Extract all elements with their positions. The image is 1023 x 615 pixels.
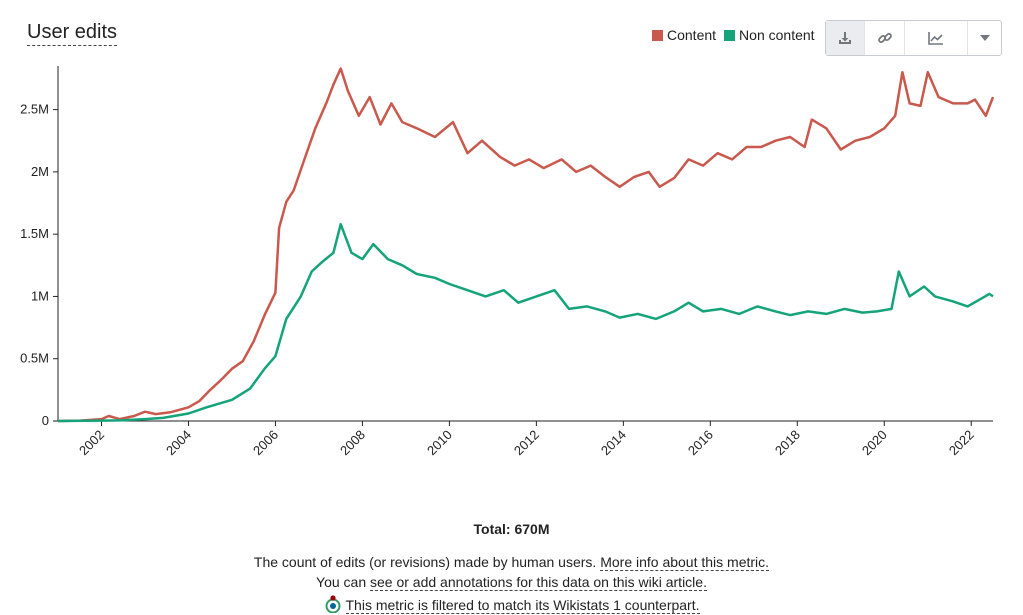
x-tick-label: 2020 — [859, 427, 890, 458]
filter-link[interactable]: This metric is filtered to match its Wik… — [345, 597, 700, 614]
line-chart-icon — [928, 32, 943, 45]
y-tick-label: 0 — [42, 413, 49, 428]
x-tick-label: 2022 — [946, 427, 977, 458]
y-tick-label: 2.5M — [20, 102, 49, 117]
chart-type-button[interactable] — [905, 21, 968, 55]
legend-swatch-non-content — [724, 29, 736, 41]
annotations-link[interactable]: see or add annotations for this data on … — [370, 574, 707, 591]
chart-toolbar — [825, 20, 1002, 56]
y-tick-label: 1.5M — [20, 226, 49, 241]
chart-legend: Content Non content — [652, 27, 815, 43]
link-icon — [877, 33, 892, 43]
x-tick-label: 2016 — [685, 427, 716, 458]
x-tick-label: 2014 — [598, 427, 629, 458]
description-text: The count of edits (or revisions) made b… — [253, 554, 597, 570]
chart-title: User edits — [27, 21, 118, 46]
line-chart: 0 0.5M 1M 1.5M 2M 2.5M 2002 2004 2006 2008 2010 201… — [20, 66, 995, 458]
legend-label-non-content: Non content — [739, 27, 815, 43]
y-tick-label: 2M — [31, 164, 49, 179]
more-info-link[interactable]: More info about this metric. — [600, 554, 770, 571]
legend-label-content: Content — [667, 27, 717, 43]
metric-description: The count of edits (or revisions) made b… — [0, 554, 1023, 571]
x-tick-label: 2002 — [76, 427, 107, 458]
download-button[interactable] — [826, 21, 865, 55]
legend-swatch-content — [652, 29, 663, 41]
filter-note: This metric is filtered to match its Wik… — [0, 595, 1023, 614]
options-dropdown-button[interactable] — [968, 21, 1001, 55]
x-tick-label: 2010 — [424, 427, 455, 458]
x-tick-label: 2004 — [163, 427, 194, 458]
legend-item-content[interactable]: Content — [652, 27, 716, 43]
x-tick-label: 2006 — [250, 427, 281, 458]
series-line-non-content — [57, 222, 994, 423]
legend-item-non-content[interactable]: Non content — [724, 27, 815, 43]
x-tick-label: 2018 — [772, 427, 803, 458]
wikimedia-icon — [325, 595, 340, 613]
y-tick-label: 1M — [31, 288, 49, 303]
download-icon — [839, 32, 851, 44]
x-tick-label: 2008 — [337, 427, 368, 458]
copy-link-button[interactable] — [865, 21, 905, 55]
series-line-content — [57, 67, 995, 423]
y-tick-label: 0.5M — [20, 351, 49, 366]
annotation-note: You can see or add annotations for this … — [0, 574, 1023, 591]
x-tick-label: 2012 — [511, 427, 542, 458]
total-label: Total: 670M — [473, 521, 550, 537]
dropdown-caret-icon — [979, 35, 990, 41]
annotation-prefix: You can — [316, 574, 367, 590]
